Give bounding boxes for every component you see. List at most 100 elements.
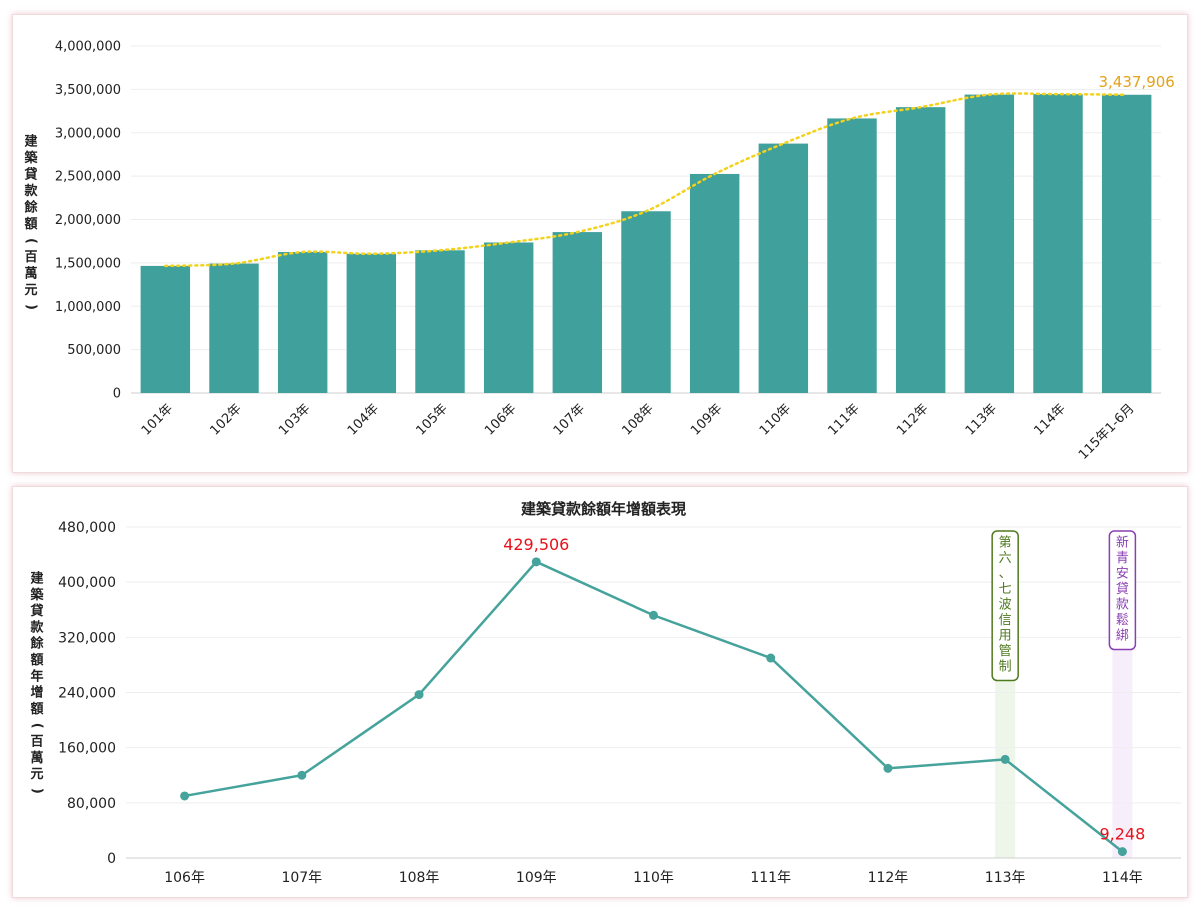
y-tick-label: 400,000	[58, 575, 116, 591]
x-tick-label: 108年	[399, 870, 440, 886]
highlight-tag-char: 青	[1116, 551, 1129, 566]
data-point	[766, 653, 776, 663]
line-chart: 建築貸款餘額年增額表現 0 80,000 160,000 240,000 320,000 4…	[29, 500, 1181, 886]
bar	[689, 173, 740, 393]
y-axis-label-char: 貸	[30, 603, 43, 619]
data-point	[1117, 847, 1127, 857]
x-tick-label: 110年	[633, 870, 674, 886]
bar	[1101, 94, 1152, 393]
y-axis-label-char: 築	[23, 150, 38, 166]
bar	[483, 242, 534, 393]
highlight-tag-char: 波	[999, 598, 1012, 613]
data-label: 429,506	[503, 535, 569, 554]
x-tick-label: 106年	[164, 870, 205, 886]
y-axis-label-char: (	[30, 723, 45, 729]
highlight-tag-char: 制	[999, 660, 1012, 675]
bar	[346, 253, 397, 393]
bar	[277, 252, 328, 393]
highlight-tag-char: 六	[999, 551, 1012, 566]
highlight-tag-char: 、	[999, 567, 1012, 582]
y-tick-label: 1,000,000	[55, 300, 121, 315]
highlight-tag-char: 綁	[1116, 629, 1129, 644]
y-axis-label-char: 萬	[30, 750, 43, 766]
y-axis-label-char: 年	[30, 668, 43, 684]
y-tick-label: 0	[113, 387, 121, 402]
y-axis-label-char: 款	[30, 619, 44, 635]
y-axis-label-char: 建	[30, 571, 43, 587]
x-tick-label: 114年	[1102, 870, 1143, 886]
y-tick-label: 240,000	[58, 686, 116, 702]
y-axis-label-char: 額	[23, 216, 37, 232]
y-tick-label: 2,500,000	[55, 170, 121, 185]
y-tick-label: 2,000,000	[55, 213, 121, 228]
y-axis-label-char: 款	[24, 183, 38, 199]
line-chart-panel: 建築貸款餘額年增額表現 0 80,000 160,000 240,000 320,000 4…	[12, 486, 1188, 898]
x-tick-label: 107年	[551, 401, 588, 438]
data-point	[531, 557, 541, 567]
x-tick-label: 109年	[688, 401, 725, 438]
y-tick-label: 3,500,000	[55, 83, 121, 98]
x-tick-label: 108年	[619, 401, 656, 438]
y-axis-label-char: 增	[30, 685, 43, 701]
y-axis-label-char: 額	[29, 701, 43, 717]
bar-chart-panel: 0 500,000 1,000,000 1,500,000 2,000,000 2,500…	[12, 14, 1188, 473]
highlight-tag-char: 款	[1116, 598, 1129, 613]
highlight-tag-char: 貸	[1116, 581, 1129, 597]
x-tick-label: 103年	[276, 401, 313, 438]
highlight-tag-box	[991, 530, 1019, 682]
trendline	[164, 92, 1128, 268]
bar	[758, 143, 809, 393]
highlight-tag-char: 安	[1116, 567, 1129, 582]
y-axis-label-char: 百	[30, 735, 43, 750]
data-point	[414, 690, 424, 700]
x-tick-label: 104年	[345, 401, 382, 438]
x-tick-label: 114年	[1031, 401, 1068, 438]
y-tick-label: 80,000	[67, 796, 116, 812]
y-axis-label-char: 元	[24, 283, 37, 298]
y-tick-label: 500,000	[67, 343, 121, 358]
y-axis-label-char: 建	[24, 134, 37, 150]
data-point	[649, 610, 658, 620]
highlight-tag-char: 信	[999, 613, 1012, 628]
bar	[415, 250, 465, 393]
y-axis-label-char: 額	[29, 652, 43, 668]
x-tick-label: 109年	[516, 870, 557, 886]
data-point	[1000, 754, 1010, 764]
x-tick-label: 110年	[757, 401, 794, 438]
y-tick-label: 3,000,000	[55, 126, 121, 141]
y-axis-label-char: 貸	[24, 167, 37, 183]
bar	[552, 232, 603, 393]
x-tick-label: 112年	[894, 401, 931, 438]
gridlines	[126, 526, 1181, 859]
y-tick-label: 480,000	[58, 520, 116, 536]
data-label: 3,437,906	[1098, 73, 1174, 91]
y-axis-label-char: 百	[24, 250, 37, 265]
y-axis-label: 建築貸款餘額 (百萬元)	[23, 134, 38, 310]
highlight-tag-box	[1108, 530, 1137, 651]
highlight-tag-char: 新	[1116, 535, 1129, 551]
bar-chart: 0 500,000 1,000,000 1,500,000 2,000,000 2,500…	[23, 40, 1174, 463]
bar	[827, 118, 877, 393]
highlight-tag-char: 七	[999, 582, 1012, 597]
y-tick-label: 0	[107, 851, 116, 867]
bar	[964, 94, 1015, 393]
y-tick-label: 160,000	[58, 741, 116, 757]
y-tick-label: 320,000	[58, 630, 116, 646]
chart-title: 建築貸款餘額年增額表現	[521, 500, 686, 518]
x-tick-label: 106年	[482, 401, 519, 438]
y-tick-label: 4,000,000	[55, 40, 121, 55]
data-point	[297, 770, 307, 780]
x-tick-label: 101年	[139, 401, 176, 438]
y-axis-label: 建築貸款餘額年增額(百萬元)	[29, 571, 44, 794]
data-point	[180, 791, 190, 801]
highlight-tag-char: 用	[999, 629, 1012, 644]
data-label: 9,248	[1099, 825, 1145, 844]
x-tick-label: 111年	[750, 870, 791, 886]
series-line	[184, 560, 1124, 853]
x-tick-label: 102年	[207, 401, 244, 438]
highlight-tag-char: 管	[999, 644, 1012, 659]
bar	[209, 263, 259, 393]
bar	[895, 107, 946, 393]
